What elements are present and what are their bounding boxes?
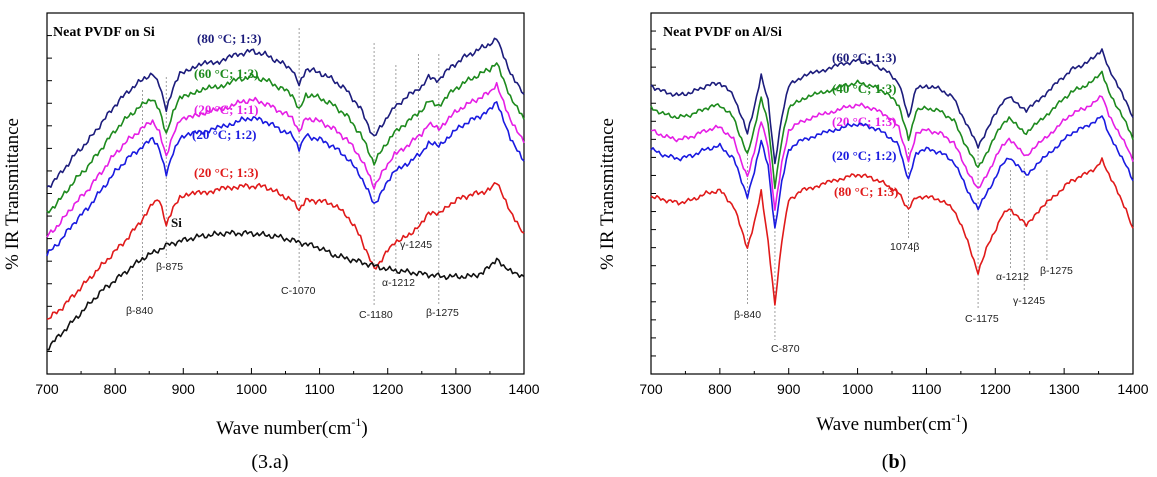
peak-marker-label: α-1212 (996, 271, 1029, 283)
panel-b: 700 800 900 1000 1100 1200 1300 1400 β-840 C-870 1… (597, 12, 1149, 473)
panel-label: (b) (882, 451, 906, 473)
series-line (46, 81, 525, 238)
peak-marker-label: α-1212 (382, 277, 415, 289)
peak-marker-label: γ-1245 (400, 239, 432, 251)
x-tick-label: 1300 (440, 381, 471, 397)
y-axis-label: % IR Transmittance (597, 118, 618, 270)
peak-marker-label: C-1070 (281, 285, 316, 297)
series-label: (20 °C; 1:2) (832, 148, 896, 163)
y-axis-label: % IR Transmittance (2, 118, 23, 270)
x-tick-label: 1000 (842, 381, 873, 397)
x-tick-label: 1200 (372, 381, 403, 397)
x-tick-label: 900 (777, 381, 801, 397)
peak-marker-label: C-1180 (359, 309, 393, 321)
series-line (650, 48, 1134, 165)
series-label: (80 °C; 1:3) (197, 31, 261, 46)
peak-marker-label: 1074β (890, 241, 919, 253)
x-tick-label: 1200 (980, 381, 1011, 397)
peak-marker-label: β-840 (734, 309, 761, 321)
x-axis-label: Wave number(cm-1) (816, 411, 967, 435)
series-line (46, 37, 525, 188)
series-label: (60 °C; 1:3) (832, 50, 896, 65)
series-label: (20 °C; 1:3) (832, 114, 896, 129)
series-label: Si (171, 215, 182, 230)
series-line (650, 115, 1134, 229)
series-line (46, 229, 525, 351)
series-line (46, 182, 525, 320)
series-line (46, 62, 525, 214)
x-tick-label: 700 (35, 381, 59, 397)
x-tick-label: 1300 (1049, 381, 1080, 397)
peak-marker-label: β-1275 (1040, 265, 1073, 277)
series-label: (20 °C; 1:2) (192, 127, 256, 142)
series-line (650, 70, 1134, 190)
x-tick-label: 1400 (508, 381, 539, 397)
series-label: (80 °C; 1:3) (834, 184, 898, 199)
series-label: (20 °C; 1:3) (194, 165, 258, 180)
peak-marker-label: β-840 (126, 305, 153, 317)
series-line (650, 95, 1134, 211)
peak-marker-label: β-1275 (426, 307, 459, 319)
peak-marker-label: β-875 (156, 261, 183, 273)
x-tick-label: 700 (639, 381, 663, 397)
x-tick-label: 800 (103, 381, 127, 397)
series-label: (40 °C; 1:3) (832, 81, 896, 96)
x-tick-label: 1100 (305, 381, 335, 397)
x-tick-label: 800 (708, 381, 732, 397)
x-tick-label: 1400 (1117, 381, 1148, 397)
panel-a: 700 800 900 1000 1100 1200 1300 1400 β-840 β-875 C… (2, 12, 540, 473)
series-label: (20 °C; 1:1) (194, 102, 258, 117)
x-tick-label: 1100 (911, 381, 941, 397)
peak-marker-label: γ-1245 (1013, 295, 1045, 307)
panel-label: (3.a) (251, 451, 288, 473)
series-label: (60 °C; 1:3) (194, 66, 258, 81)
peak-marker-label: C-1175 (965, 313, 999, 325)
panel-title: Neat PVDF on Si (53, 25, 155, 40)
series-line (650, 157, 1134, 306)
x-tick-label: 1000 (236, 381, 267, 397)
panel-title: Neat PVDF on Al/Si (663, 25, 782, 40)
peak-marker-label: C-870 (771, 343, 800, 355)
series-line (46, 101, 525, 257)
x-tick-label: 900 (172, 381, 196, 397)
x-axis-label: Wave number(cm-1) (216, 415, 367, 439)
